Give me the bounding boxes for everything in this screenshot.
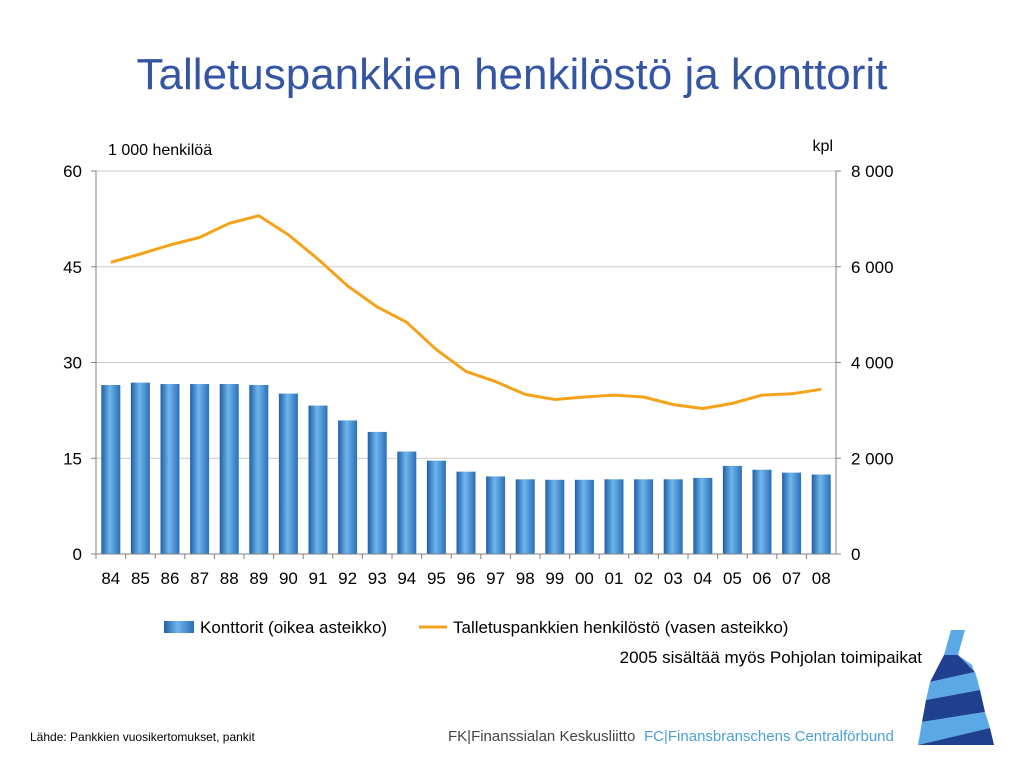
x-tick-label: 87 [190, 569, 209, 588]
legend-label-konttorit: Konttorit (oikea asteikko) [200, 618, 387, 637]
gridlines [96, 170, 836, 459]
bar-90 [278, 393, 298, 554]
bar-97 [486, 476, 506, 554]
left-tick-label: 15 [63, 449, 82, 468]
legend-label-henkilosto: Talletuspankkien henkilöstö (vasen astei… [453, 618, 788, 637]
left-tick-label: 60 [63, 162, 82, 181]
bar-86 [160, 384, 180, 554]
left-tick-label: 45 [63, 258, 82, 277]
x-tick-label: 07 [782, 569, 801, 588]
bar-94 [397, 451, 417, 554]
x-tick-label: 05 [723, 569, 742, 588]
x-tick-label: 86 [161, 569, 180, 588]
footer-fk-text: FK|Finanssialan Keskusliitto [448, 728, 635, 745]
logo-band [930, 655, 975, 682]
bar-96 [456, 471, 476, 554]
bar-08 [811, 474, 831, 554]
x-tick-label: 89 [249, 569, 268, 588]
right-tick-label: 8 000 [851, 162, 894, 181]
bar-03 [663, 479, 683, 554]
x-tick-label: 98 [516, 569, 535, 588]
bar-85 [130, 382, 150, 554]
x-tick-label: 88 [220, 569, 239, 588]
bar-93 [367, 431, 387, 554]
logo-band [922, 690, 985, 722]
legend-swatch-konttorit [164, 621, 194, 633]
logo-band [944, 630, 965, 655]
left-tick-label: 0 [73, 545, 82, 564]
x-tick-label: 90 [279, 569, 298, 588]
footer-logo-text: FK|Finanssialan Keskusliitto FC|Finansbr… [448, 728, 894, 745]
footer-fc-text: FC|Finansbranschens Centralförbund [644, 728, 894, 745]
logo-band [926, 672, 980, 700]
x-tick-label: 92 [338, 569, 357, 588]
x-tick-label: 04 [693, 569, 712, 588]
bar-00 [574, 479, 594, 554]
left-axis-ticks: 0 15 30 45 60 [63, 162, 96, 564]
bar-87 [190, 384, 210, 554]
left-axis-unit: 1 000 henkilöä [108, 142, 212, 159]
bar-91 [308, 405, 328, 554]
x-tick-label: 99 [545, 569, 564, 588]
bar-84 [101, 385, 121, 554]
x-tick-label: 96 [457, 569, 476, 588]
legend: Konttorit (oikea asteikko) Talletuspankk… [164, 618, 788, 637]
bar-05 [722, 465, 742, 554]
x-tick-label: 94 [397, 569, 416, 588]
bar-02 [634, 479, 654, 554]
x-tick-label: 85 [131, 569, 150, 588]
logo-band [918, 712, 990, 745]
source-text: Lähde: Pankkien vuosikertomukset, pankit [30, 730, 255, 744]
bar-04 [693, 477, 713, 554]
bar-01 [604, 479, 624, 554]
bar-99 [545, 479, 565, 554]
x-tick-label: 06 [753, 569, 772, 588]
x-tick-label: 02 [634, 569, 653, 588]
bar-88 [219, 384, 239, 554]
bar-89 [249, 385, 269, 554]
x-tick-label: 08 [812, 569, 831, 588]
right-tick-label: 6 000 [851, 258, 894, 277]
right-axis-ticks: 0 2 000 4 000 6 000 8 000 [836, 162, 894, 564]
x-tick-label: 00 [575, 569, 594, 588]
right-tick-label: 0 [851, 545, 860, 564]
fk-pyramid-logo [918, 630, 994, 745]
bar-92 [338, 420, 358, 554]
x-tick-label: 01 [605, 569, 624, 588]
x-tick-label: 84 [101, 569, 120, 588]
right-axis-unit: kpl [813, 138, 833, 155]
x-tick-label: 93 [368, 569, 387, 588]
bar-98 [515, 479, 535, 554]
x-axis-ticks: 84 85 86 87 88 89 90 91 92 93 94 95 96 97 98 99 00 01 02 03… [95, 554, 831, 588]
bar-07 [782, 472, 802, 554]
chart-note: 2005 sisältää myös Pohjolan toimipaikat [620, 648, 923, 667]
x-tick-label: 97 [486, 569, 505, 588]
line-series-henkilosto [110, 214, 822, 410]
x-tick-label: 91 [309, 569, 328, 588]
logo-band [918, 728, 994, 745]
x-tick-label: 95 [427, 569, 446, 588]
bar-06 [752, 469, 772, 554]
bar-95 [426, 460, 446, 554]
x-tick-label: 03 [664, 569, 683, 588]
right-tick-label: 4 000 [851, 354, 894, 373]
page-title: Talletuspankkien henkilöstö ja konttorit [136, 50, 888, 99]
left-tick-label: 30 [63, 354, 82, 373]
right-tick-label: 2 000 [851, 449, 894, 468]
bar-series-konttorit [101, 382, 831, 554]
